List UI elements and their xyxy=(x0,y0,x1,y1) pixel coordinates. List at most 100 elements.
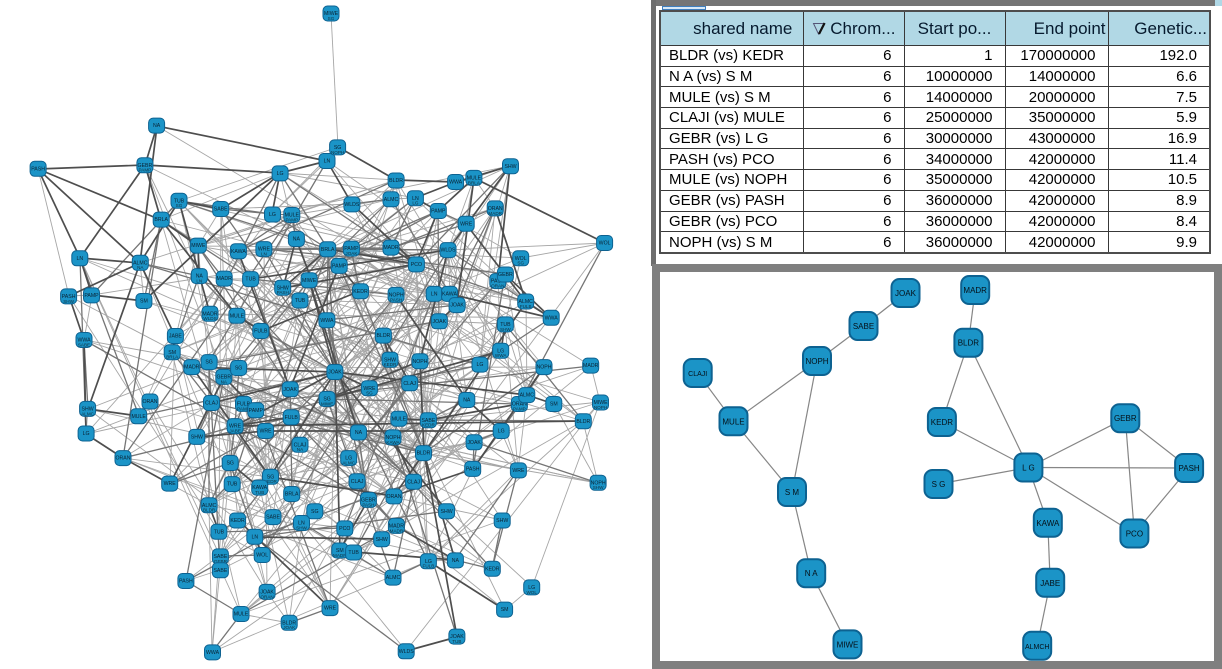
svg-text:PAMP: PAMP xyxy=(332,264,347,270)
svg-text:SHW: SHW xyxy=(63,299,74,304)
svg-text:ORAN: ORAN xyxy=(491,284,504,289)
svg-text:KAWA: KAWA xyxy=(1036,519,1060,528)
svg-text:MULE: MULE xyxy=(234,612,249,618)
svg-text:SG: SG xyxy=(311,509,319,515)
svg-text:JOAK: JOAK xyxy=(345,251,358,256)
svg-text:ALMC: ALMC xyxy=(384,197,399,203)
svg-text:NOPH: NOPH xyxy=(591,480,606,486)
svg-text:LN: LN xyxy=(261,252,267,257)
svg-text:KEDR: KEDR xyxy=(931,418,953,427)
svg-text:LG: LG xyxy=(345,456,352,462)
svg-text:WRE: WRE xyxy=(460,221,473,227)
svg-text:SABE: SABE xyxy=(213,568,227,574)
svg-text:LG: LG xyxy=(425,559,432,565)
svg-text:BRLA: BRLA xyxy=(468,180,481,185)
svg-text:NOPH: NOPH xyxy=(537,365,552,371)
svg-text:NOPH: NOPH xyxy=(805,357,828,366)
svg-text:NA: NA xyxy=(153,123,161,129)
svg-text:SABE: SABE xyxy=(853,322,874,331)
svg-text:MIWE: MIWE xyxy=(302,278,317,284)
svg-text:MIWE: MIWE xyxy=(324,11,339,17)
svg-text:WWA: WWA xyxy=(77,338,91,344)
svg-text:SHW: SHW xyxy=(277,285,289,291)
svg-text:TUB: TUB xyxy=(245,277,256,283)
svg-text:NA: NA xyxy=(463,398,471,404)
svg-text:PCO: PCO xyxy=(339,526,350,532)
svg-text:LG: LG xyxy=(83,431,90,437)
svg-text:FULB: FULB xyxy=(237,402,251,408)
svg-text:GEBR: GEBR xyxy=(1114,414,1137,423)
svg-text:FULB: FULB xyxy=(423,564,435,569)
svg-text:LG: LG xyxy=(477,362,484,368)
svg-text:SM: SM xyxy=(140,299,148,305)
svg-text:TUB: TUB xyxy=(227,482,238,488)
svg-text:ALMCH: ALMCH xyxy=(1025,644,1050,651)
svg-text:KAWA: KAWA xyxy=(386,440,400,445)
svg-text:CLAJ: CLAJ xyxy=(351,479,364,485)
svg-text:PASH: PASH xyxy=(362,502,374,507)
svg-text:SHW: SHW xyxy=(496,518,508,524)
svg-text:MIWE: MIWE xyxy=(837,640,859,649)
svg-text:NOPH: NOPH xyxy=(386,435,401,441)
svg-text:WRE: WRE xyxy=(512,468,525,474)
svg-text:BLDR: BLDR xyxy=(203,508,216,513)
svg-text:JOAK: JOAK xyxy=(283,387,297,393)
svg-text:SHW: SHW xyxy=(376,537,388,543)
svg-text:BRLA: BRLA xyxy=(321,247,335,253)
svg-text:CLAJ: CLAJ xyxy=(403,381,416,387)
svg-text:TUB: TUB xyxy=(500,322,511,328)
svg-text:SG: SG xyxy=(517,261,524,266)
svg-text:MIWE: MIWE xyxy=(321,401,334,406)
svg-text:BRLA: BRLA xyxy=(285,492,299,498)
svg-text:WWA: WWA xyxy=(545,315,559,321)
svg-text:SG: SG xyxy=(226,461,234,467)
svg-text:ORAN: ORAN xyxy=(488,206,503,212)
svg-text:MADR: MADR xyxy=(184,365,200,371)
svg-text:MADR: MADR xyxy=(333,553,347,558)
svg-text:KEDR: KEDR xyxy=(485,566,500,572)
svg-text:NA: NA xyxy=(137,265,144,270)
svg-text:NA: NA xyxy=(452,558,460,564)
svg-text:WWA: WWA xyxy=(320,318,334,324)
svg-text:WOL: WOL xyxy=(526,590,537,595)
svg-text:KAWA: KAWA xyxy=(442,292,457,298)
svg-text:LN: LN xyxy=(251,534,258,540)
svg-text:NA: NA xyxy=(221,379,228,384)
svg-text:SG: SG xyxy=(176,203,183,208)
svg-text:SHW: SHW xyxy=(500,327,511,332)
svg-text:SG: SG xyxy=(323,397,331,403)
svg-text:ALMC: ALMC xyxy=(81,411,94,416)
svg-text:FULB: FULB xyxy=(285,415,299,421)
svg-text:NOPH: NOPH xyxy=(594,405,607,410)
svg-text:GEBR: GEBR xyxy=(214,559,228,564)
svg-text:MADR: MADR xyxy=(963,286,987,295)
svg-text:NA: NA xyxy=(293,237,301,243)
svg-text:MADR: MADR xyxy=(383,245,399,251)
svg-text:PASH: PASH xyxy=(277,290,289,295)
svg-text:MADR: MADR xyxy=(488,211,502,216)
svg-text:SG: SG xyxy=(334,145,342,151)
svg-text:NA: NA xyxy=(297,447,304,452)
svg-text:MADR: MADR xyxy=(390,528,404,533)
svg-text:L G: L G xyxy=(1022,464,1035,473)
svg-text:CLAJ: CLAJ xyxy=(294,442,307,448)
svg-text:JOAK: JOAK xyxy=(895,289,917,298)
svg-text:ORAN: ORAN xyxy=(116,456,131,462)
svg-text:SHW: SHW xyxy=(82,407,94,413)
svg-text:PAMP: PAMP xyxy=(344,246,359,252)
svg-text:WRE: WRE xyxy=(258,247,271,253)
svg-text:PASH: PASH xyxy=(491,279,505,285)
svg-text:FULB: FULB xyxy=(520,304,532,309)
svg-text:S M: S M xyxy=(785,488,800,497)
svg-text:WLDS: WLDS xyxy=(344,202,360,208)
svg-text:SG: SG xyxy=(267,474,275,480)
svg-text:TUB: TUB xyxy=(174,198,185,204)
svg-text:JOAK: JOAK xyxy=(450,303,464,309)
svg-text:MULE: MULE xyxy=(722,417,744,426)
svg-text:WRE: WRE xyxy=(164,481,177,487)
svg-text:MADR: MADR xyxy=(583,363,599,369)
svg-text:MADR: MADR xyxy=(202,311,218,317)
svg-text:PASH: PASH xyxy=(466,467,480,473)
svg-text:SHW: SHW xyxy=(504,164,516,170)
svg-text:SHW: SHW xyxy=(191,435,203,441)
